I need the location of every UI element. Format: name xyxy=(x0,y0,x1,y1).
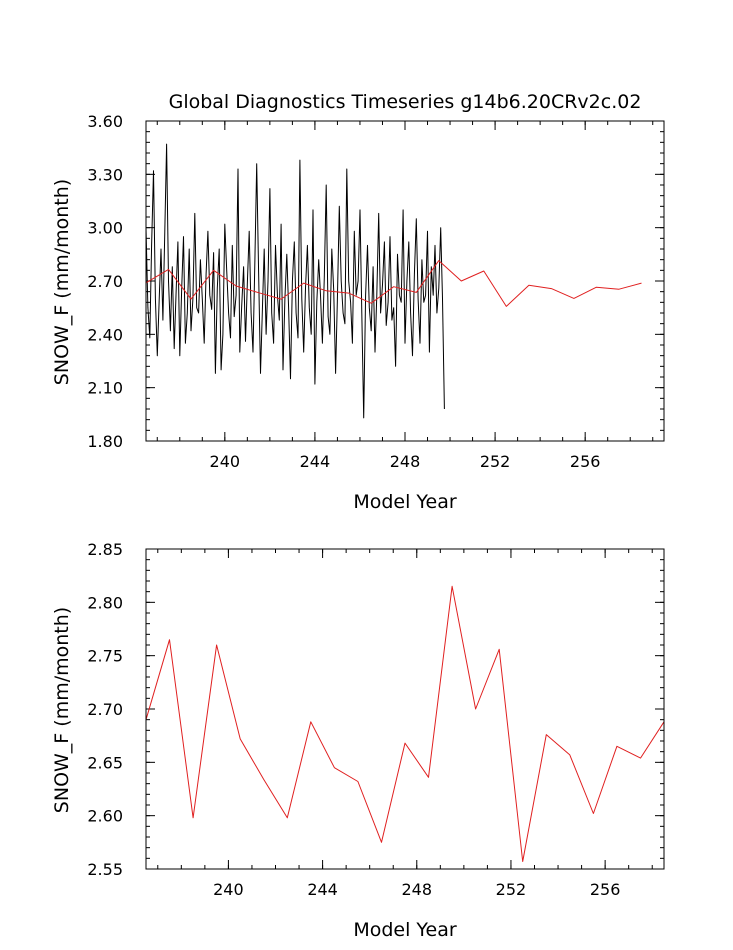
x-axis-label: Model Year xyxy=(353,919,457,941)
series-line-monthly xyxy=(145,143,445,419)
plot-frame xyxy=(145,120,665,442)
y-tick-label: 3.00 xyxy=(87,219,123,238)
y-tick-label: 2.80 xyxy=(87,593,123,612)
series-line-annual xyxy=(145,585,665,862)
x-axis-label: Model Year xyxy=(353,491,457,513)
top-chart: Global Diagnostics Timeseries g14b6.20CR… xyxy=(51,91,665,513)
x-tick-label: 240 xyxy=(210,452,241,471)
y-tick-label: 2.70 xyxy=(87,700,123,719)
y-tick-label: 2.75 xyxy=(87,647,123,666)
y-tick-label: 2.60 xyxy=(87,807,123,826)
y-tick-label: 2.65 xyxy=(87,753,123,772)
y-tick-label: 2.40 xyxy=(87,325,123,344)
x-tick-label: 248 xyxy=(401,880,432,899)
bottom-chart: 240 244 248 252 256 2.55 2.60 2.65 2.70 2.75 2.80 2… xyxy=(51,540,665,941)
x-tick-label: 256 xyxy=(570,452,601,471)
y-axis-label: SNOW_F (mm/month) xyxy=(51,607,73,813)
y-tick-label: 2.10 xyxy=(87,379,123,398)
x-tick-label: 252 xyxy=(480,452,511,471)
x-tick-label: 244 xyxy=(300,452,331,471)
chart-title: Global Diagnostics Timeseries g14b6.20CR… xyxy=(169,91,642,113)
x-tick-label: 248 xyxy=(390,452,421,471)
y-tick-label: 2.70 xyxy=(87,272,123,291)
plot-frame xyxy=(145,548,665,870)
y-axis-label: SNOW_F (mm/month) xyxy=(51,179,73,385)
y-tick-label: 3.30 xyxy=(87,165,123,184)
x-tick-label: 256 xyxy=(590,880,621,899)
y-tick-label: 2.55 xyxy=(87,860,123,879)
x-tick-label: 252 xyxy=(496,880,527,899)
y-tick-label: 2.85 xyxy=(87,540,123,559)
y-tick-label: 1.80 xyxy=(87,432,123,451)
y-tick-label: 3.60 xyxy=(87,112,123,131)
x-tick-label: 240 xyxy=(213,880,244,899)
series-line-annual xyxy=(145,260,642,307)
x-tick-label: 244 xyxy=(307,880,338,899)
